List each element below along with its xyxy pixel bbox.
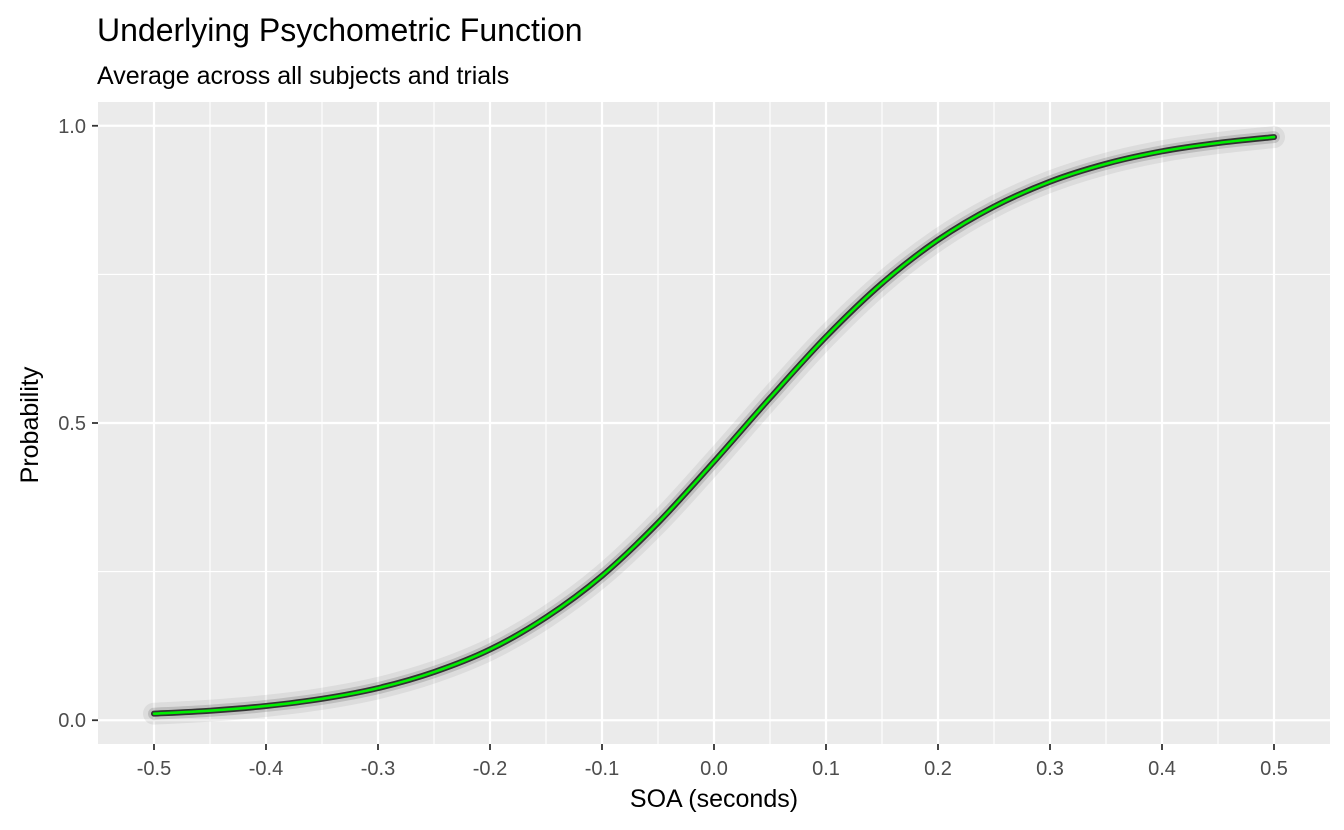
y-axis-title: Probability	[16, 366, 44, 483]
y-tick-label: 0.0	[58, 710, 86, 732]
x-tick-label: -0.1	[585, 758, 619, 780]
x-tick-label: -0.2	[473, 758, 507, 780]
y-tick-label: 1.0	[58, 116, 86, 138]
x-tick-label: 0.3	[1036, 758, 1064, 780]
x-tick-label: -0.4	[249, 758, 283, 780]
y-axis-ticks: 0.0 0.5 1.0	[58, 116, 98, 732]
x-tick-label: 0.0	[700, 758, 728, 780]
y-tick-label: 0.5	[58, 413, 86, 435]
x-tick-label: 0.1	[812, 758, 840, 780]
x-tick-label: 0.4	[1148, 758, 1176, 780]
x-tick-label: 0.5	[1260, 758, 1288, 780]
chart-subtitle: Average across all subjects and trials	[97, 62, 509, 90]
x-tick-label: -0.5	[137, 758, 171, 780]
major-gridlines	[98, 102, 1330, 744]
x-tick-label: -0.3	[361, 758, 395, 780]
chart-title: Underlying Psychometric Function	[97, 12, 583, 48]
x-axis-ticks: -0.5 -0.4 -0.3 -0.2 -0.1 0.0 0.1 0.2 0.3 0.4 0.5	[137, 744, 1288, 780]
x-axis-title: SOA (seconds)	[630, 785, 798, 813]
mean-curve	[152, 135, 1276, 715]
series-lines	[152, 135, 1276, 715]
x-tick-label: 0.2	[924, 758, 952, 780]
